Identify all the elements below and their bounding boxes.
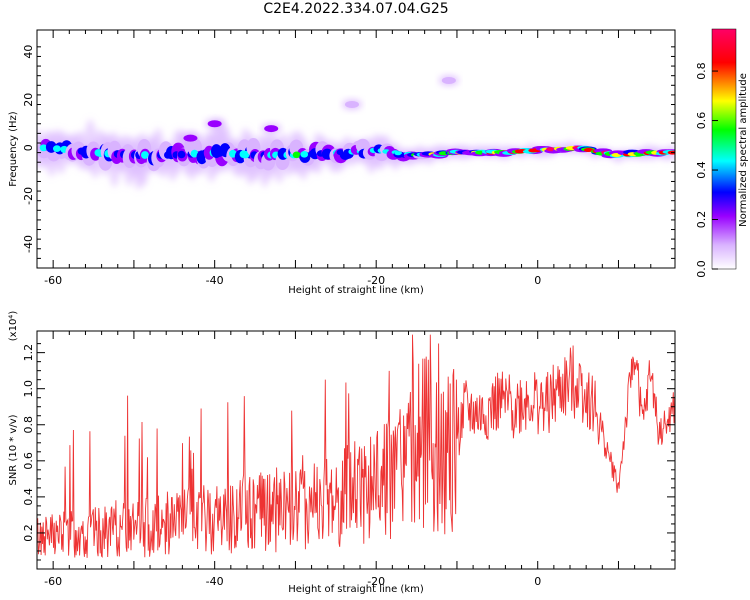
snr-x-tick-label: -20 xyxy=(367,575,385,588)
spectral-blob xyxy=(264,125,279,133)
snr-frame xyxy=(36,330,676,570)
spectral-cell xyxy=(322,149,331,157)
colorbar-tick-label: 0.2 xyxy=(695,211,708,229)
spectral-blob xyxy=(207,120,222,128)
spectrogram-x-label: Height of straight line (km) xyxy=(288,285,424,296)
snr-x-tick-label: 0 xyxy=(534,575,541,588)
spectrogram-panel: -60 -40 -20 0 -40 -20 0 20 40 Height of straight… xyxy=(8,29,676,296)
spectrogram-x-tick-label: 0 xyxy=(534,274,541,287)
snr-y-tick-label: 0.6 xyxy=(22,452,35,470)
spectral-cell xyxy=(292,151,301,159)
colorbar-tick-label: 0.4 xyxy=(695,161,708,179)
spectral-cell xyxy=(229,149,237,158)
spectrogram-y-label: Frequency (Hz) xyxy=(8,111,19,187)
spectral-cell xyxy=(394,151,403,156)
spectrogram-y-tick-label: 20 xyxy=(22,93,35,107)
snr-y-scale: (x10⁴) xyxy=(8,311,19,342)
snr-y-tick-label: 1.0 xyxy=(22,380,35,398)
spectrogram-ticks: -60 -40 -20 0 -40 -20 0 20 40 xyxy=(22,30,675,287)
spectrogram-x-tick-label: -40 xyxy=(206,274,224,287)
snr-y-tick-label: 0.4 xyxy=(22,488,35,506)
spectral-cell xyxy=(177,150,186,159)
spectral-cell xyxy=(53,145,61,153)
snr-y-tick-label: 0.8 xyxy=(22,416,35,434)
spectral-blob xyxy=(441,76,456,84)
spectrogram-content xyxy=(37,75,675,190)
colorbar-tick-label: 0.8 xyxy=(695,62,708,80)
spectrogram-y-tick-label: 0 xyxy=(22,144,35,151)
colorbar-ticks: 0.0 0.2 0.4 0.6 0.8 xyxy=(695,62,718,278)
spectral-cell xyxy=(141,151,149,159)
snr-y-label: SNR (10 * v/v) xyxy=(8,414,19,485)
snr-x-tick-label: -40 xyxy=(206,575,224,588)
spectral-blob xyxy=(344,101,359,109)
snr-y-tick-label: 1.2 xyxy=(22,344,35,362)
spectral-cell xyxy=(300,151,309,158)
snr-panel: -60 -40 -20 0 0.2 0.4 0.6 0.8 1.0 1.2 Height of s… xyxy=(8,311,676,595)
spectral-blob xyxy=(183,134,198,142)
colorbar-gradient xyxy=(711,28,737,270)
spectrogram-y-tick-label: -20 xyxy=(22,187,35,205)
snr-series-line xyxy=(37,334,675,558)
spectrogram-x-tick-label: -60 xyxy=(44,274,62,287)
spectral-cell xyxy=(39,144,48,152)
colorbar-tick-label: 0.0 xyxy=(695,260,708,278)
spectrogram-frame xyxy=(36,29,676,269)
spectral-cell xyxy=(241,150,250,159)
chart-title: C2E4.2022.334.07.04.G25 xyxy=(263,1,448,17)
snr-ticks: -60 -40 -20 0 0.2 0.4 0.6 0.8 1.0 1.2 xyxy=(22,331,675,588)
spectrogram-x-tick-label: -20 xyxy=(367,274,385,287)
colorbar-tick-label: 0.6 xyxy=(695,112,708,129)
colorbar: 0.0 0.2 0.4 0.6 0.8 Normalized spectral ampl… xyxy=(695,28,749,278)
snr-y-tick-label: 0.2 xyxy=(22,524,35,542)
colorbar-label: Normalized spectral amplitude xyxy=(738,73,749,227)
snr-x-label: Height of straight line (km) xyxy=(288,584,424,595)
spectral-cell xyxy=(164,151,172,159)
spectral-cell xyxy=(307,150,316,158)
snr-x-tick-label: -60 xyxy=(44,575,62,588)
spectrogram-y-tick-label: 40 xyxy=(22,45,35,59)
spectral-core xyxy=(37,136,675,172)
spectral-cell xyxy=(336,149,345,156)
spectrogram-y-tick-label: -40 xyxy=(22,235,35,253)
spectral-cell xyxy=(190,149,199,158)
